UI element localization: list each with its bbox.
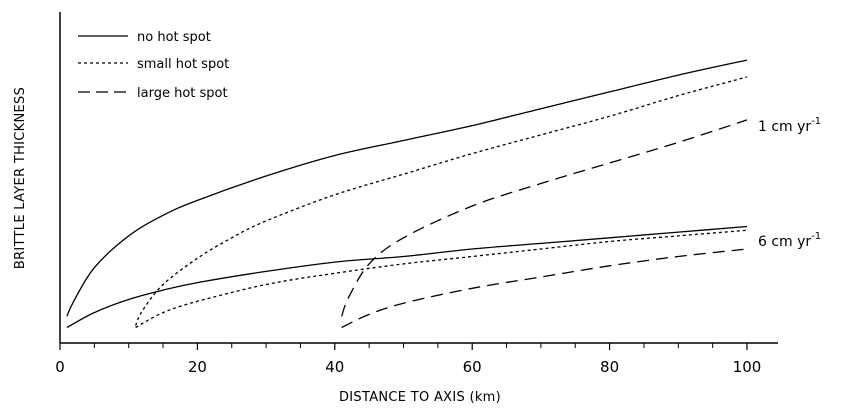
- series-line-dashed-1-cm-yr: [341, 119, 748, 317]
- series-line-solid-6-cm-yr: [66, 225, 748, 329]
- series-line-solid-1-cm-yr: [66, 59, 748, 317]
- annotation-exponent: -1: [811, 231, 821, 242]
- x-axis-ticks: 0 20 40 60 80 100: [55, 343, 761, 376]
- x-tick-label: 40: [325, 358, 344, 376]
- y-axis-title: BRITTLE LAYER THICKNESS: [13, 87, 28, 269]
- annotation-base: 1 cm yr: [758, 119, 811, 135]
- legend: no hot spot small hot spot large hot spo…: [78, 30, 229, 101]
- annotation-1-cm-yr: 1 cm yr-1: [758, 116, 821, 135]
- legend-label: no hot spot: [137, 30, 211, 45]
- x-tick-label: 0: [55, 358, 65, 376]
- legend-item-large-hot-spot: large hot spot: [78, 86, 228, 101]
- plot-area: 0 20 40 60 80 100: [55, 12, 778, 376]
- annotation-base: 6 cm yr: [758, 234, 811, 250]
- x-axis-title: DISTANCE TO AXIS (km): [339, 390, 501, 405]
- x-tick-label: 80: [600, 358, 619, 376]
- series-line-dotted-1-cm-yr: [135, 76, 748, 326]
- legend-label: large hot spot: [137, 86, 228, 101]
- x-tick-label: 60: [463, 358, 482, 376]
- annotation-exponent: -1: [811, 116, 821, 127]
- legend-item-no-hot-spot: no hot spot: [78, 30, 211, 45]
- legend-item-small-hot-spot: small hot spot: [78, 57, 229, 72]
- series-line-dashed-6-cm-yr: [341, 248, 748, 329]
- x-tick-label: 20: [188, 358, 207, 376]
- legend-label: small hot spot: [137, 57, 229, 72]
- series-layer: [66, 59, 748, 329]
- annotation-6-cm-yr: 6 cm yr-1: [758, 231, 821, 250]
- series-line-dotted-6-cm-yr: [135, 229, 748, 329]
- x-tick-label: 100: [733, 358, 762, 376]
